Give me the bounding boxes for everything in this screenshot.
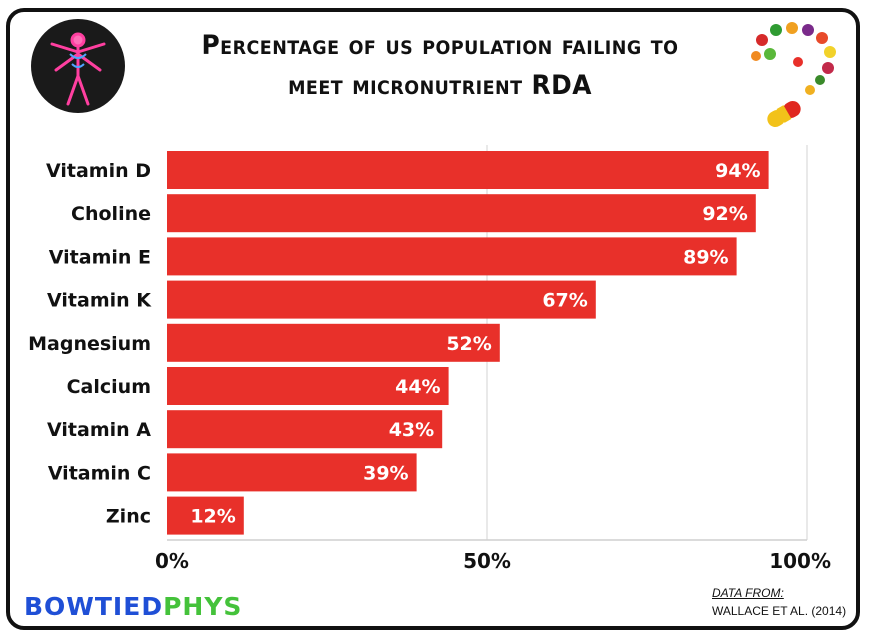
- value-label-8: 12%: [190, 506, 235, 528]
- brand-logo-part-2: PHYS: [163, 592, 243, 621]
- bar-4: [167, 323, 500, 362]
- bar-7: [167, 453, 417, 492]
- bar-8: [167, 496, 244, 535]
- food-and-pill-icon: [751, 22, 836, 127]
- category-label-0: Vitamin D: [46, 160, 151, 182]
- x-tick-label-2: 100%: [769, 549, 831, 573]
- bar-6: [167, 410, 443, 449]
- category-label-1: Choline: [71, 203, 151, 225]
- data-source: DATA FROM: WALLACE ET AL. (2014): [712, 584, 846, 620]
- chart-frame: [6, 8, 860, 630]
- human-anatomy-icon: [31, 19, 125, 113]
- category-label-6: Vitamin A: [47, 419, 151, 441]
- chart-title-line-2: meet micronutrient RDA: [288, 70, 592, 101]
- category-label-3: Vitamin K: [47, 290, 152, 312]
- chart-title: Percentage of us population failing to m…: [173, 26, 707, 106]
- bar-5: [167, 367, 449, 405]
- data-source-citation: WALLACE ET AL. (2014): [712, 604, 847, 618]
- brand-logo-part-1: BOWTIED: [24, 592, 164, 621]
- value-label-1: 92%: [702, 203, 747, 225]
- x-tick-label-1: 50%: [463, 549, 511, 573]
- bar-2: [167, 237, 737, 276]
- bar-3: [167, 280, 596, 319]
- data-source-heading: DATA FROM:: [712, 586, 784, 600]
- value-label-4: 52%: [446, 333, 491, 355]
- x-tick-label-0: 0%: [155, 549, 189, 573]
- category-label-4: Magnesium: [28, 333, 151, 355]
- value-label-5: 44%: [395, 376, 440, 398]
- value-label-6: 43%: [389, 419, 434, 441]
- category-label-2: Vitamin E: [49, 246, 151, 268]
- value-label-3: 67%: [542, 290, 587, 312]
- category-label-8: Zinc: [106, 506, 151, 528]
- bar-0: [167, 151, 769, 189]
- chart-title-line-1: Percentage of us population failing to: [201, 30, 679, 61]
- bar-1: [167, 194, 756, 233]
- brand-logo: BOWTIEDPHYS: [24, 592, 242, 621]
- value-label-0: 94%: [715, 160, 760, 182]
- value-label-2: 89%: [683, 246, 728, 268]
- category-label-5: Calcium: [67, 376, 151, 398]
- value-label-7: 39%: [363, 462, 408, 484]
- category-label-7: Vitamin C: [48, 462, 151, 484]
